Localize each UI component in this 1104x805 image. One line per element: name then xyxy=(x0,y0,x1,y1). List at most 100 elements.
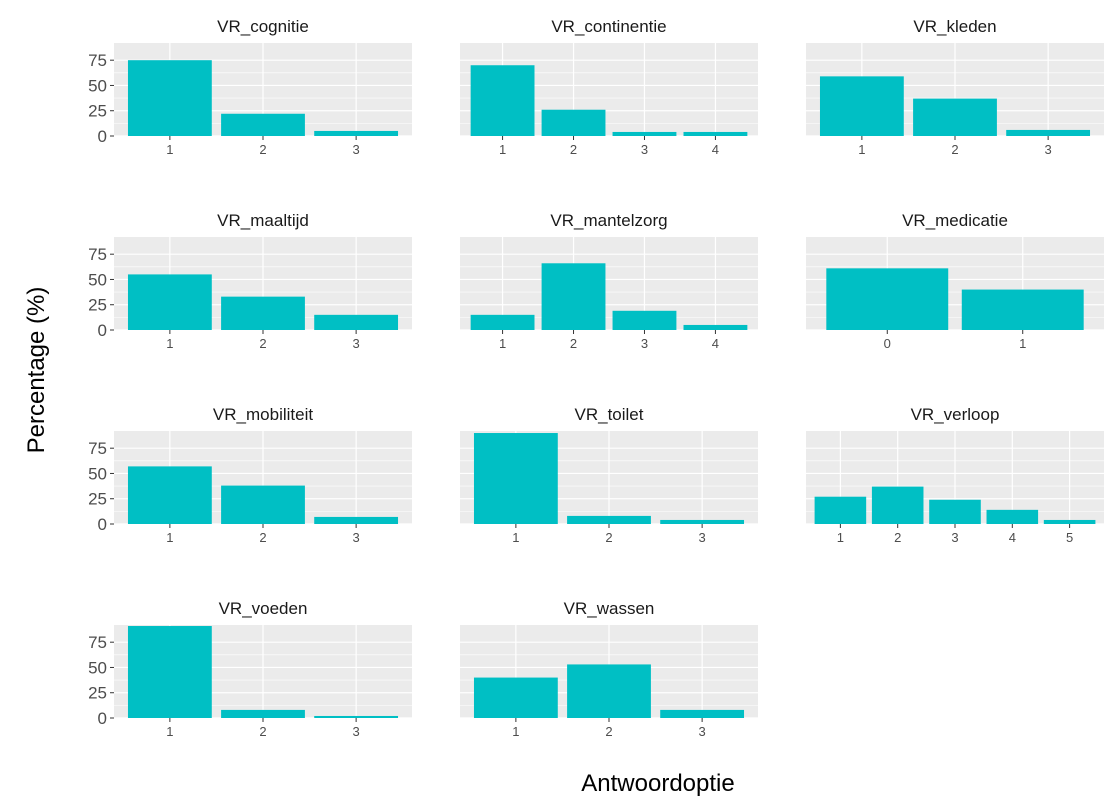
x-tick-label: 4 xyxy=(712,336,719,351)
bar xyxy=(314,130,399,136)
bar xyxy=(470,314,535,330)
x-tick-label: 4 xyxy=(1009,530,1016,545)
facet-panel: 1 2 3 4 VR_mantelzorg xyxy=(460,211,758,351)
facet-panel: 1 2 3 0 25 50 75 VR_voeden xyxy=(88,599,412,739)
x-tick-label: 2 xyxy=(259,336,266,351)
bar xyxy=(473,677,558,718)
x-tick-label: 3 xyxy=(353,724,360,739)
y-tick-label: 0 xyxy=(98,709,107,728)
bar xyxy=(127,466,212,524)
x-tick-label: 1 xyxy=(499,336,506,351)
x-tick-label: 5 xyxy=(1066,530,1073,545)
x-tick-label: 1 xyxy=(166,336,173,351)
x-tick-label: 3 xyxy=(951,530,958,545)
facet-title: VR_toilet xyxy=(575,405,644,424)
bar xyxy=(683,131,748,136)
x-tick-label: 1 xyxy=(512,530,519,545)
y-tick-label: 75 xyxy=(88,245,107,264)
y-tick-label: 25 xyxy=(88,490,107,509)
facet-panel: 1 2 3 VR_wassen xyxy=(460,599,758,739)
bar xyxy=(826,268,949,330)
bar xyxy=(871,486,924,524)
facet-title: VR_verloop xyxy=(911,405,1000,424)
facet-title: VR_maaltijd xyxy=(217,211,309,230)
bar xyxy=(541,109,606,136)
y-tick-label: 75 xyxy=(88,51,107,70)
x-tick-label: 2 xyxy=(605,724,612,739)
y-tick-label: 50 xyxy=(88,76,107,95)
panel-background xyxy=(460,237,758,330)
bar xyxy=(127,274,212,330)
x-tick-label: 1 xyxy=(166,724,173,739)
facet-title: VR_wassen xyxy=(564,599,655,618)
x-tick-label: 1 xyxy=(837,530,844,545)
bar xyxy=(314,314,399,330)
bar xyxy=(660,519,745,524)
x-tick-label: 3 xyxy=(353,336,360,351)
bar xyxy=(660,709,745,718)
bar xyxy=(814,496,867,524)
facet-title: VR_voeden xyxy=(219,599,308,618)
bar xyxy=(929,499,981,524)
bar xyxy=(127,60,212,136)
bar xyxy=(127,626,212,718)
x-tick-label: 1 xyxy=(858,142,865,157)
bar xyxy=(221,485,305,524)
facet-panel: 0 1 VR_medicatie xyxy=(806,211,1104,351)
bar xyxy=(1006,129,1091,136)
y-tick-label: 50 xyxy=(88,464,107,483)
x-tick-label: 2 xyxy=(951,142,958,157)
bar xyxy=(961,289,1084,330)
bar xyxy=(986,509,1039,524)
bar xyxy=(1043,519,1096,524)
bar xyxy=(913,98,997,136)
facet-title: VR_mobiliteit xyxy=(213,405,313,424)
x-tick-label: 2 xyxy=(259,530,266,545)
bar xyxy=(541,263,606,330)
facet-panel: 1 2 3 4 VR_continentie xyxy=(460,17,758,157)
x-tick-label: 3 xyxy=(641,336,648,351)
x-tick-label: 1 xyxy=(166,530,173,545)
bar xyxy=(221,709,305,718)
y-tick-label: 0 xyxy=(98,127,107,146)
bar xyxy=(819,76,904,136)
bar xyxy=(567,664,651,718)
y-tick-label: 0 xyxy=(98,321,107,340)
y-tick-label: 50 xyxy=(88,658,107,677)
facet-title: VR_cognitie xyxy=(217,17,309,36)
y-tick-label: 0 xyxy=(98,515,107,534)
y-tick-label: 75 xyxy=(88,633,107,652)
facet-panel: 1 2 3 0 25 50 75 VR_mobiliteit xyxy=(88,405,412,545)
bar xyxy=(221,296,305,330)
y-tick-label: 50 xyxy=(88,270,107,289)
facet-title: VR_continentie xyxy=(551,17,666,36)
x-tick-label: 2 xyxy=(259,142,266,157)
bar xyxy=(473,433,558,524)
bar xyxy=(612,310,677,330)
y-tick-label: 25 xyxy=(88,102,107,121)
facet-panel: 1 2 3 0 25 50 75 VR_cognitie xyxy=(88,17,412,157)
x-tick-label: 1 xyxy=(166,142,173,157)
bar xyxy=(683,324,748,330)
facet-title: VR_medicatie xyxy=(902,211,1008,230)
y-tick-label: 75 xyxy=(88,439,107,458)
bar xyxy=(612,131,677,136)
bar xyxy=(470,65,535,136)
x-tick-label: 2 xyxy=(259,724,266,739)
x-tick-label: 3 xyxy=(699,724,706,739)
x-tick-label: 2 xyxy=(570,142,577,157)
facet-panel: 1 2 3 VR_toilet xyxy=(460,405,758,545)
facet-panel: 1 2 3 4 5 VR_verloop xyxy=(806,405,1104,545)
x-tick-label: 2 xyxy=(570,336,577,351)
x-tick-label: 2 xyxy=(605,530,612,545)
facet-panel: 1 2 3 0 25 50 75 VR_maaltijd xyxy=(88,211,412,351)
bar xyxy=(314,516,399,524)
x-tick-label: 1 xyxy=(1019,336,1026,351)
facet-title: VR_kleden xyxy=(913,17,996,36)
bar xyxy=(221,113,305,136)
x-tick-label: 3 xyxy=(353,142,360,157)
y-tick-label: 25 xyxy=(88,684,107,703)
x-tick-label: 1 xyxy=(499,142,506,157)
